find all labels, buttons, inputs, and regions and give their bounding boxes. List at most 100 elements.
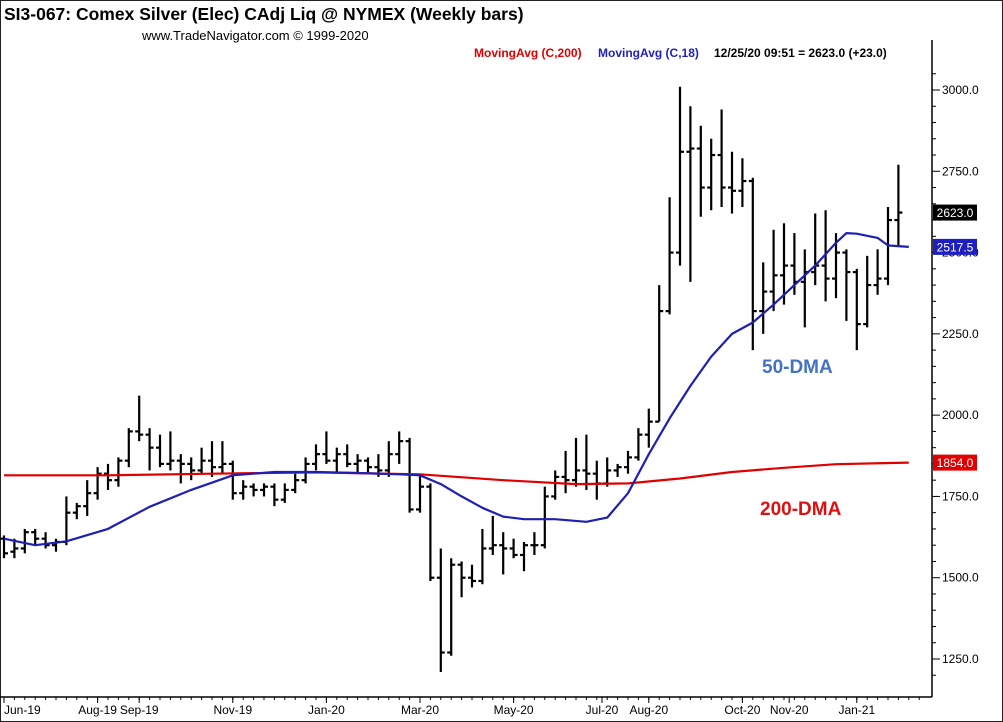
x-tick-label: Jan-20	[308, 703, 345, 717]
ohlc-bar	[634, 428, 643, 461]
ohlc-bar	[156, 434, 164, 468]
ohlc-bar	[457, 561, 466, 598]
ohlc-bar	[426, 483, 435, 581]
annotation-50-dma: 50-DMA	[762, 357, 833, 378]
y-tick-label: 2250.0	[942, 327, 979, 341]
copyright-text: www.TradeNavigator.com © 1999-2020	[142, 28, 369, 43]
x-tick-label: Jan-21	[838, 703, 875, 717]
ohlc-bar	[717, 109, 726, 208]
ohlc-bar	[603, 457, 612, 487]
x-tick-label: Aug-19	[78, 703, 117, 717]
annotation-200-dma: 200-DMA	[760, 499, 842, 520]
ohlc-bar	[655, 285, 664, 423]
ohlc-bar	[239, 480, 248, 500]
y-tick-label: 3000.0	[942, 83, 979, 97]
y-tick-label: 2750.0	[942, 164, 979, 178]
ohlc-bar	[270, 483, 279, 507]
ohlc-bar	[197, 447, 206, 474]
y-tick-label: 1750.0	[942, 489, 979, 503]
ohlc-bar	[228, 460, 237, 500]
ohlc-bar	[62, 496, 71, 546]
ohlc-bar	[145, 428, 154, 471]
ohlc-bar	[187, 457, 196, 481]
ohlc-bar	[41, 532, 50, 549]
ohlc-bar	[364, 457, 372, 474]
ohlc-bar	[301, 457, 310, 484]
ohlc-bar	[135, 395, 144, 442]
ohlc-bar	[291, 473, 300, 494]
chart-title: SI3-067: Comex Silver (Elec) CAdj Liq @ …	[4, 4, 524, 24]
ohlc-bar	[686, 106, 695, 282]
price-badge-label: 1854.0	[937, 456, 974, 470]
ohlc-bar	[613, 463, 622, 477]
ohlc-bar	[582, 434, 591, 490]
x-tick-label: Mar-20	[401, 703, 439, 717]
x-tick-label: Sep-19	[120, 703, 159, 717]
ohlc-bar	[52, 538, 60, 552]
price-badge-label: 2517.5	[937, 240, 974, 254]
ohlc-bar	[728, 151, 736, 214]
ohlc-bar	[478, 528, 487, 585]
ohlc-bar	[104, 463, 112, 490]
legend-ma200: MovingAvg (C,200)	[474, 46, 582, 60]
ohlc-bar	[436, 548, 445, 673]
ohlc-bar	[509, 538, 518, 559]
ohlc-bar	[31, 528, 40, 546]
price-badge-ma18: 2517.5	[933, 238, 977, 255]
ohlc-bar	[624, 450, 632, 474]
ohlc-bar	[312, 444, 320, 471]
ohlc-bar	[800, 249, 809, 328]
price-badges: 2623.0 2517.5 1854.0	[933, 204, 977, 471]
ohlc-bar	[842, 249, 851, 321]
y-tick-label: 1500.0	[942, 571, 979, 585]
ohlc-bar	[384, 441, 393, 477]
price-badge-label: 2623.0	[937, 206, 974, 220]
price-bars	[0, 86, 903, 673]
last-quote: 12/25/20 09:51 = 2623.0 (+23.0)	[714, 46, 887, 60]
legend-ma18: MovingAvg (C,18)	[598, 46, 699, 60]
y-tick-label: 1250.0	[942, 652, 979, 666]
ohlc-bar	[166, 431, 175, 471]
ohlc-bar	[395, 431, 404, 464]
ohlc-bar	[530, 532, 539, 555]
ohlc-bar	[343, 444, 352, 468]
ohlc-bar	[676, 86, 684, 266]
ohlc-bar	[551, 470, 560, 500]
ohlc-bar	[644, 408, 653, 448]
ma200-line	[4, 461, 909, 486]
ohlc-bar	[894, 164, 903, 247]
ohlc-bar	[249, 483, 258, 497]
x-tick-label: Oct-20	[724, 703, 760, 717]
ohlc-bar	[696, 125, 705, 217]
x-tick-label: Jul-20	[586, 703, 619, 717]
ohlc-bar	[759, 262, 768, 334]
ohlc-bar	[332, 447, 341, 474]
ohlc-bar	[468, 564, 476, 588]
ohlc-bar	[852, 268, 861, 351]
ohlc-bar	[114, 457, 123, 487]
ohlc-bar	[124, 428, 133, 468]
x-axis: Jun-19 Aug-19 Sep-19 Nov-19 Jan-20 Mar-20 May-…	[0, 696, 932, 717]
ohlc-bar	[83, 480, 92, 516]
ohlc-bar	[592, 460, 601, 500]
ohlc-bar	[20, 528, 29, 554]
ohlc-bar	[93, 467, 102, 500]
ohlc-bar	[572, 437, 580, 487]
ohlc-bar	[520, 541, 528, 572]
ohlc-bar	[873, 249, 882, 295]
ohlc-bar	[780, 223, 788, 305]
ohlc-bar	[218, 441, 227, 474]
price-badge-last: 2623.0	[933, 204, 977, 221]
ohlc-bar	[447, 558, 456, 656]
x-tick-label: Aug-20	[629, 703, 668, 717]
ohlc-bar	[738, 158, 747, 208]
ohlc-bar	[488, 515, 497, 555]
ohlc-bar	[707, 138, 716, 211]
moving-average-lines	[3, 232, 909, 547]
ohlc-bar	[208, 441, 216, 477]
ohlc-bar	[540, 486, 549, 549]
ohlc-bar	[416, 473, 424, 513]
ohlc-bar	[280, 483, 289, 503]
ohlc-bar	[811, 213, 820, 286]
